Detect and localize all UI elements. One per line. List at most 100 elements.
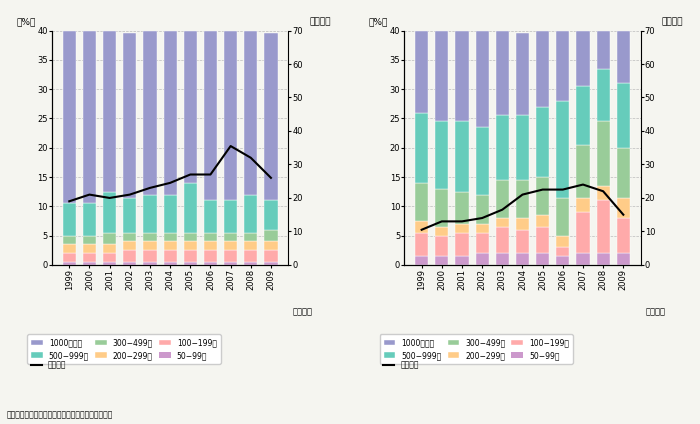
Bar bbox=[204, 262, 217, 265]
Bar bbox=[123, 262, 136, 265]
Bar bbox=[265, 230, 277, 242]
Bar bbox=[536, 31, 550, 107]
Bar bbox=[83, 204, 96, 236]
Text: （年度）: （年度） bbox=[645, 307, 665, 316]
Bar bbox=[144, 233, 157, 242]
Bar bbox=[144, 262, 157, 265]
Bar bbox=[144, 250, 157, 262]
Bar bbox=[63, 262, 76, 265]
Bar bbox=[265, 33, 277, 201]
Bar bbox=[456, 233, 468, 256]
Bar bbox=[265, 201, 277, 230]
Bar bbox=[204, 201, 217, 233]
Bar bbox=[183, 262, 197, 265]
Bar bbox=[435, 121, 449, 189]
Bar bbox=[415, 31, 428, 112]
Bar bbox=[83, 262, 96, 265]
Bar bbox=[456, 192, 468, 224]
Bar bbox=[496, 31, 509, 115]
Bar bbox=[516, 115, 529, 180]
Bar bbox=[536, 107, 550, 177]
Bar bbox=[83, 31, 96, 204]
Bar bbox=[164, 242, 176, 250]
Bar bbox=[576, 86, 589, 145]
Bar bbox=[556, 236, 569, 247]
Bar bbox=[164, 195, 176, 233]
Bar bbox=[435, 31, 449, 121]
Bar bbox=[224, 201, 237, 233]
Bar bbox=[103, 192, 116, 233]
Text: （兆円）: （兆円） bbox=[662, 17, 683, 26]
Bar bbox=[204, 31, 217, 201]
Bar bbox=[265, 242, 277, 250]
Bar bbox=[164, 262, 176, 265]
Bar bbox=[83, 244, 96, 253]
Bar bbox=[244, 195, 258, 233]
Bar bbox=[244, 262, 258, 265]
Bar bbox=[83, 253, 96, 262]
Bar bbox=[183, 31, 197, 183]
Bar bbox=[475, 253, 489, 265]
Bar bbox=[123, 250, 136, 262]
Bar bbox=[435, 256, 449, 265]
Bar bbox=[204, 233, 217, 242]
Bar bbox=[183, 233, 197, 242]
Bar bbox=[617, 198, 630, 218]
Bar bbox=[415, 112, 428, 183]
Bar bbox=[415, 183, 428, 221]
Bar bbox=[103, 253, 116, 262]
Bar bbox=[415, 256, 428, 265]
Bar bbox=[516, 180, 529, 218]
Bar bbox=[536, 215, 550, 227]
Bar bbox=[63, 204, 76, 236]
Text: （兆円）: （兆円） bbox=[309, 17, 331, 26]
Bar bbox=[536, 177, 550, 215]
Bar bbox=[556, 256, 569, 265]
Bar bbox=[576, 198, 589, 212]
Bar bbox=[83, 236, 96, 244]
Text: （年度）: （年度） bbox=[293, 307, 313, 316]
Bar bbox=[123, 33, 136, 198]
Bar bbox=[103, 262, 116, 265]
Bar bbox=[204, 242, 217, 250]
Bar bbox=[596, 253, 610, 265]
Bar bbox=[596, 186, 610, 201]
Bar bbox=[204, 250, 217, 262]
Bar bbox=[224, 233, 237, 242]
Bar bbox=[516, 253, 529, 265]
Bar bbox=[576, 145, 589, 198]
Bar bbox=[456, 31, 468, 121]
Bar bbox=[435, 189, 449, 227]
Bar bbox=[123, 233, 136, 242]
Bar bbox=[435, 236, 449, 256]
Bar bbox=[435, 227, 449, 236]
Text: 資料：経済産業省「企業活動基本調査」から作成。: 資料：経済産業省「企業活動基本調査」から作成。 bbox=[7, 411, 113, 420]
Bar bbox=[576, 31, 589, 86]
Bar bbox=[516, 33, 529, 115]
Bar bbox=[617, 31, 630, 83]
Bar bbox=[475, 224, 489, 233]
Bar bbox=[103, 244, 116, 253]
Bar bbox=[415, 221, 428, 233]
Bar bbox=[496, 115, 509, 180]
Bar bbox=[475, 195, 489, 224]
Bar bbox=[496, 180, 509, 218]
Bar bbox=[244, 250, 258, 262]
Bar bbox=[224, 250, 237, 262]
Bar bbox=[144, 195, 157, 233]
Legend: 輸入総額: 輸入総額 bbox=[380, 358, 422, 373]
Bar bbox=[265, 250, 277, 262]
Bar bbox=[63, 31, 76, 204]
Bar bbox=[556, 198, 569, 236]
Text: （%）: （%） bbox=[369, 17, 389, 26]
Bar bbox=[456, 224, 468, 233]
Bar bbox=[456, 256, 468, 265]
Bar bbox=[496, 227, 509, 253]
Bar bbox=[556, 101, 569, 198]
Bar bbox=[103, 233, 116, 244]
Bar bbox=[123, 198, 136, 233]
Bar bbox=[617, 83, 630, 148]
Bar bbox=[596, 31, 610, 69]
Text: （%）: （%） bbox=[17, 17, 36, 26]
Bar bbox=[617, 253, 630, 265]
